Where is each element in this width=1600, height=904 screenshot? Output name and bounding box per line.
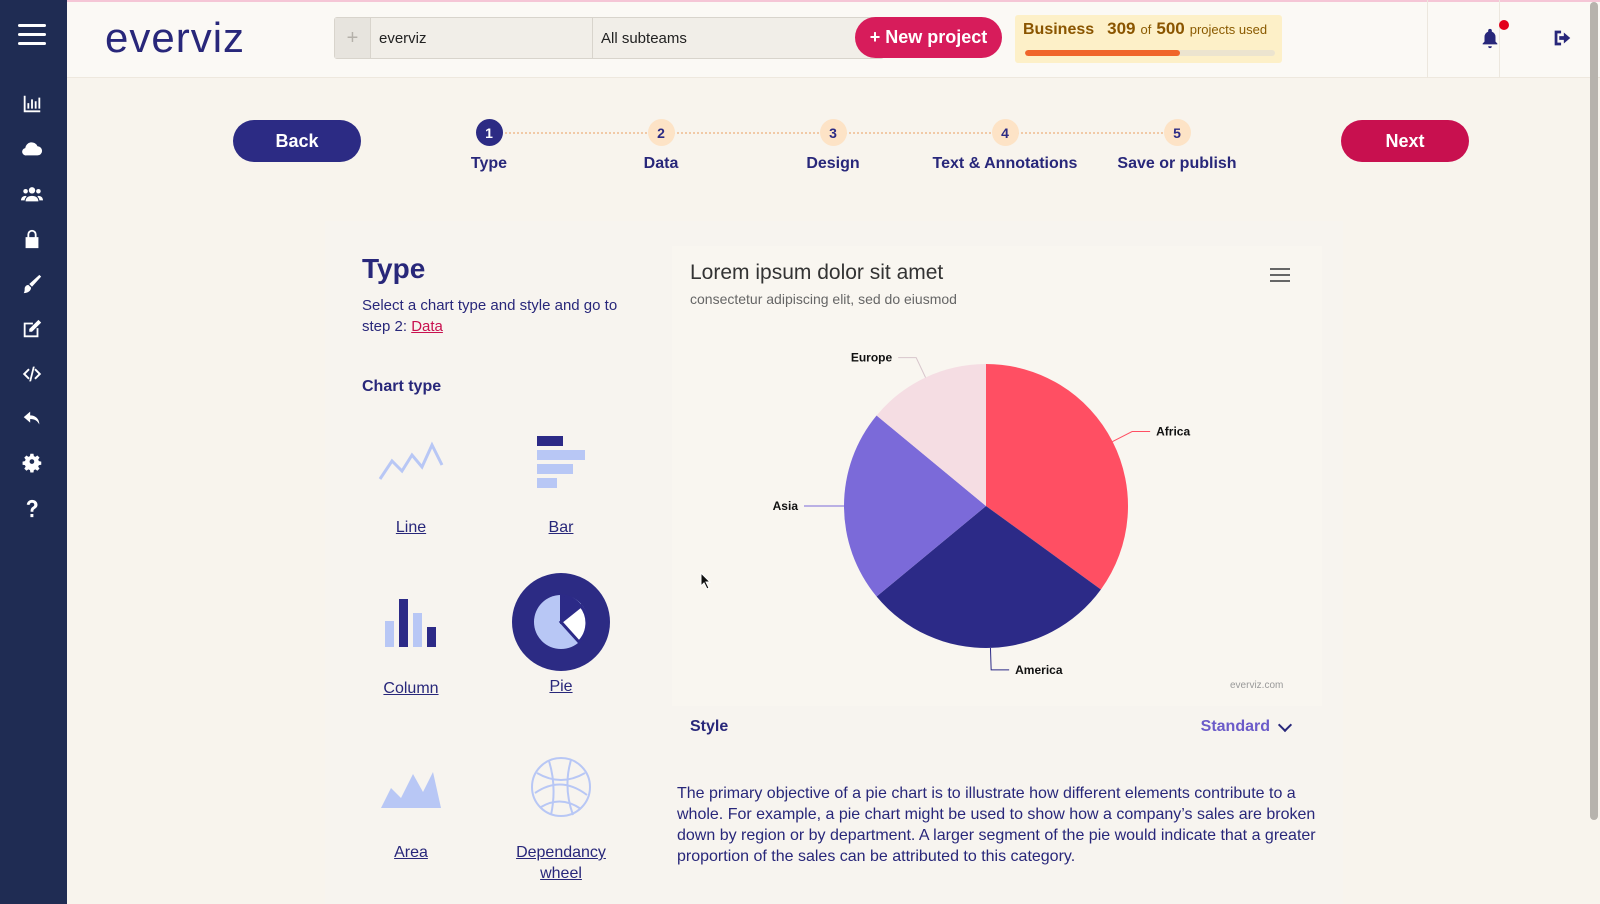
type-title: Type <box>362 253 426 284</box>
plan-name: Business <box>1023 21 1095 38</box>
plan-used: 309 <box>1107 19 1136 38</box>
step-text-annotations[interactable]: 4 Text & Annotations <box>925 119 1085 173</box>
team-input[interactable] <box>371 18 593 58</box>
brush-icon[interactable] <box>18 270 46 298</box>
chart-type-area[interactable]: Area <box>351 737 471 863</box>
team-selector: + All subteams <box>334 17 884 59</box>
pie-connector <box>1112 431 1151 442</box>
step-number: 2 <box>647 119 675 146</box>
chart-type-label: Dependancy wheel <box>516 844 606 882</box>
pie-slice-africa[interactable] <box>986 364 1128 590</box>
notification-bell-icon[interactable] <box>1479 20 1509 51</box>
pie-slice-europe[interactable] <box>876 364 986 506</box>
subteam-select[interactable]: All subteams <box>601 29 687 47</box>
type-description: Select a chart type and style and go to … <box>362 295 622 337</box>
divider <box>1427 0 1428 78</box>
dependency-wheel-icon <box>511 737 611 837</box>
chart-type-description: The primary objective of a pie chart is … <box>677 785 1316 865</box>
plan-suffix: projects used <box>1189 22 1268 37</box>
chart-title: Lorem ipsum dolor sit amet <box>690 261 944 284</box>
chart-context-menu-icon[interactable] <box>1270 268 1290 284</box>
chart-type-dependency-wheel[interactable]: Dependancy wheel <box>501 737 621 884</box>
step-label: Save or publish <box>1117 155 1237 172</box>
chart-type-label: Line <box>395 519 427 536</box>
step-label: Data <box>643 155 679 172</box>
plan-total: 500 <box>1156 19 1185 38</box>
top-bar: everviz + All subteams + New project Bus… <box>67 0 1600 78</box>
step-design[interactable]: 3 Design <box>753 119 913 173</box>
step-data[interactable]: 2 Data <box>581 119 741 173</box>
mouse-cursor-icon <box>700 572 712 590</box>
chart-type-label: Column <box>383 680 439 697</box>
plan-of: of <box>1140 22 1152 37</box>
type-desc-text: Select a chart type and style and go to … <box>362 297 618 335</box>
lock-icon[interactable] <box>18 225 46 253</box>
logout-icon[interactable] <box>1551 27 1575 51</box>
divider <box>1499 0 1500 78</box>
next-button[interactable]: Next <box>1341 120 1469 162</box>
pie-label-africa: Africa <box>1156 425 1190 439</box>
step-number: 4 <box>991 119 1019 146</box>
chart-type-label: Pie <box>549 678 573 695</box>
chart-type-line[interactable]: Line <box>351 412 471 538</box>
plus-icon[interactable]: + <box>335 18 371 58</box>
pie-connector <box>898 357 926 378</box>
chart-type-label: Chart type <box>362 378 442 395</box>
chart-preview: Lorem ipsum dolor sit amet consectetur a… <box>672 246 1322 706</box>
users-icon[interactable] <box>18 180 46 208</box>
pie-slice-asia[interactable] <box>844 415 986 597</box>
plan-usage: Business 309 of 500 projects used <box>1015 15 1282 63</box>
pie-chart-icon <box>512 573 610 671</box>
chart-icon[interactable] <box>18 90 46 118</box>
chart-type-bar[interactable]: Bar <box>501 412 621 538</box>
new-project-button[interactable]: + New project <box>855 17 1002 58</box>
code-icon[interactable] <box>18 360 46 388</box>
line-chart-icon <box>361 412 461 512</box>
pie-slice-america[interactable] <box>876 506 1101 648</box>
bar-chart-icon <box>511 412 611 512</box>
gear-icon[interactable] <box>18 450 46 478</box>
chart-type-label: Bar <box>548 519 574 536</box>
cloud-icon[interactable] <box>18 135 46 163</box>
undo-icon[interactable] <box>18 405 46 433</box>
step-number: 5 <box>1163 119 1191 146</box>
pie-chart: Africa America Asia Europe <box>773 351 1191 676</box>
chart-credit: everviz.com <box>1230 680 1284 691</box>
chart-type-pie[interactable]: Pie <box>501 573 621 697</box>
style-label: Style <box>690 718 729 735</box>
area-chart-icon <box>361 737 461 837</box>
step-type[interactable]: 1 Type <box>409 119 569 173</box>
step-number: 1 <box>475 119 503 146</box>
plan-progress-bar <box>1025 50 1275 56</box>
style-row: Style Standard <box>690 717 1310 742</box>
help-icon[interactable] <box>18 495 46 523</box>
pie-connector <box>989 647 1010 671</box>
step-label: Type <box>470 155 508 172</box>
back-button[interactable]: Back <box>233 120 361 162</box>
plan-progress-fill <box>1025 50 1180 56</box>
chevron-down-icon <box>1277 717 1293 732</box>
step-label: Text & Annotations <box>932 155 1078 172</box>
hamburger-menu-icon[interactable] <box>18 24 46 46</box>
pie-label-europe: Europe <box>851 351 893 365</box>
data-step-link[interactable]: Data <box>411 318 443 335</box>
style-select[interactable]: Standard <box>1200 717 1293 736</box>
type-panel: Type Select a chart type and style and g… <box>325 221 645 904</box>
chart-type-column[interactable]: Column <box>351 573 471 699</box>
edit-icon[interactable] <box>18 315 46 343</box>
type-card: Type Select a chart type and style and g… <box>325 221 1343 904</box>
chart-type-label: Area <box>394 844 428 861</box>
pie-label-america: America <box>1015 663 1063 676</box>
notification-badge <box>1499 20 1509 30</box>
pie-label-asia: Asia <box>773 499 799 513</box>
chart-subtitle: consectetur adipiscing elit, sed do eius… <box>690 291 957 307</box>
step-label: Design <box>806 155 860 172</box>
everviz-logo[interactable]: everviz <box>105 14 246 61</box>
sidebar <box>0 0 67 904</box>
step-number: 3 <box>819 119 847 146</box>
style-value: Standard <box>1200 718 1270 735</box>
column-chart-icon <box>361 573 461 673</box>
scrollbar[interactable] <box>1590 2 1598 820</box>
step-save-publish[interactable]: 5 Save or publish <box>1097 119 1257 173</box>
